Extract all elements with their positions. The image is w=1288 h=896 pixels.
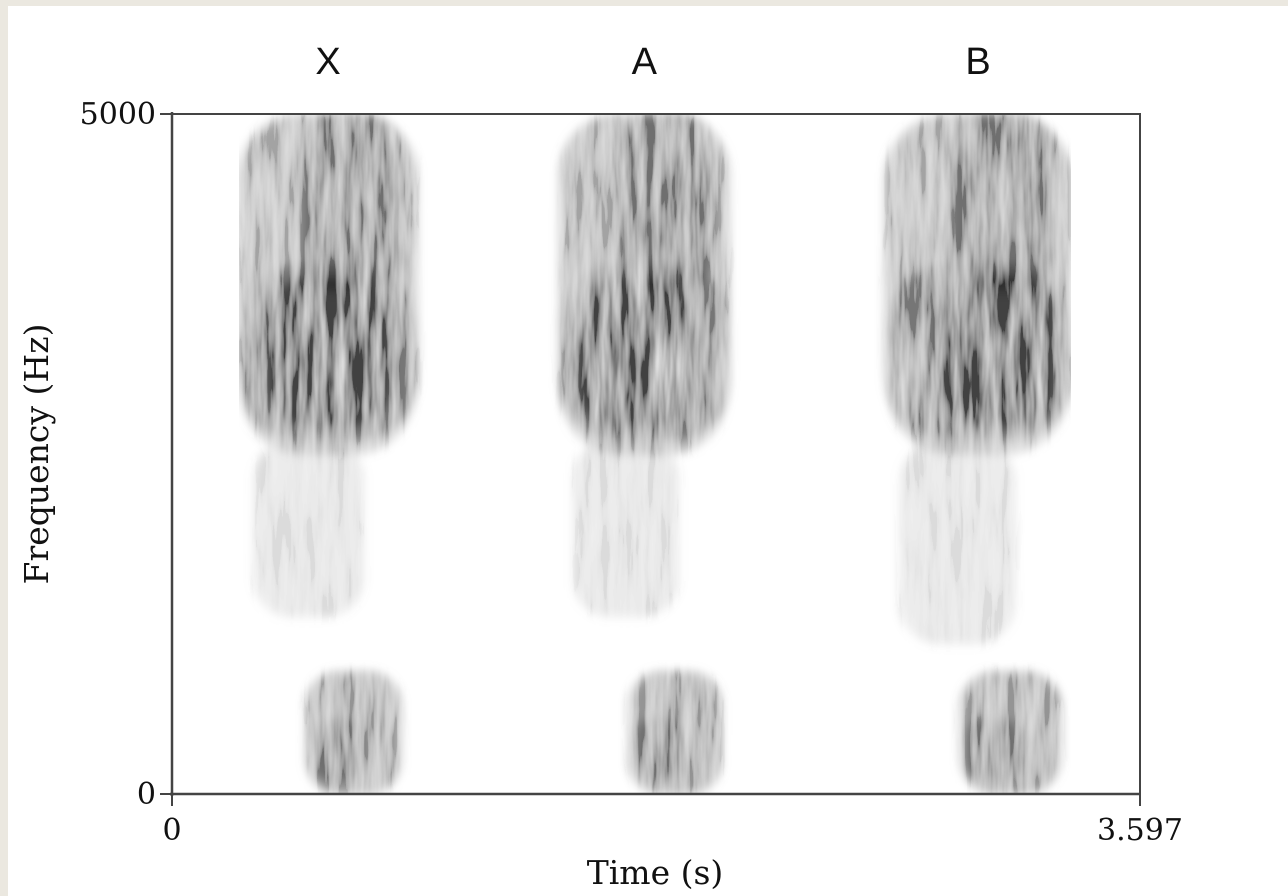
- frication-peak-band: [266, 277, 391, 427]
- frication-tail: [573, 440, 679, 618]
- voicing-core: [965, 719, 1021, 781]
- x-tick-label-max: 3.597: [1097, 813, 1183, 848]
- segment-label-b: B: [965, 41, 990, 83]
- frication-tail: [253, 440, 364, 618]
- frication-peak-band: [938, 277, 1056, 427]
- voicing-core: [634, 719, 685, 781]
- y-tick-label-0: 0: [137, 777, 156, 812]
- segment-label-a: A: [632, 41, 658, 83]
- y-tick-label-5000: 5000: [80, 97, 156, 132]
- frication-upper-band: [950, 114, 1053, 291]
- frication-tail: [900, 440, 1016, 645]
- frication-upper-band: [618, 114, 713, 291]
- frication-peak-band: [577, 277, 692, 427]
- segment-label-x: X: [315, 41, 340, 83]
- frication-upper-band: [301, 114, 400, 291]
- y-axis-label: Frequency (Hz): [17, 324, 56, 585]
- x-axis-label: Time (s): [587, 853, 724, 892]
- voicing-core: [311, 719, 364, 781]
- plot-area: [172, 114, 1140, 794]
- spectral-energy: [239, 114, 1071, 794]
- x-tick-label-0: 0: [162, 813, 181, 848]
